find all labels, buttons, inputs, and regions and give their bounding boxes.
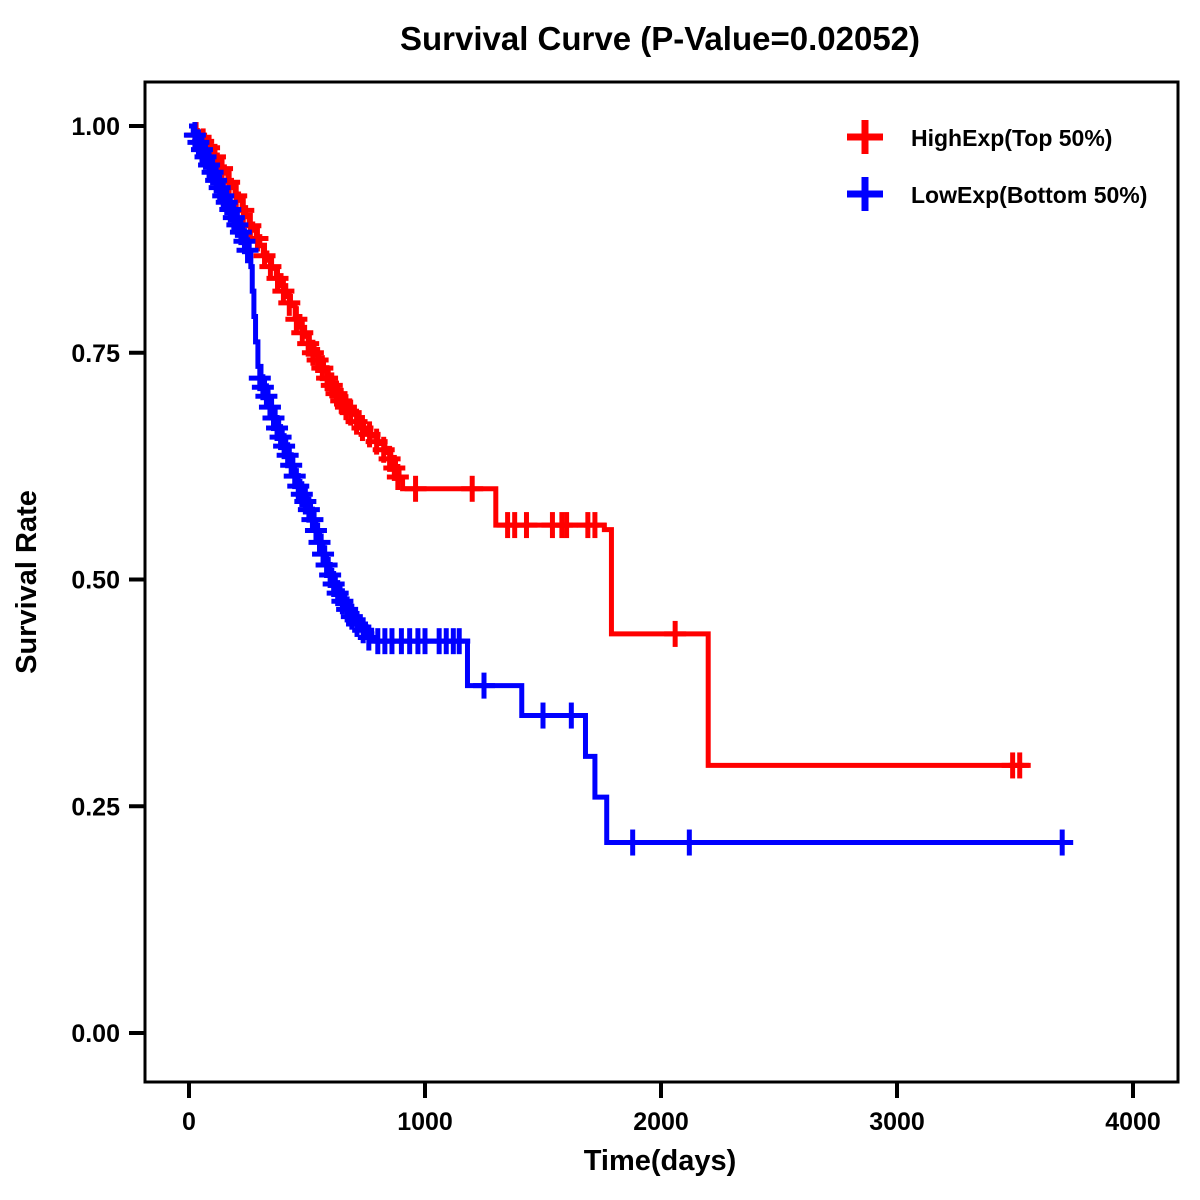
x-tick-label: 3000	[869, 1108, 925, 1136]
legend-entry[interactable]: LowExp(Bottom 50%)	[847, 177, 1147, 211]
legend-label: LowExp(Bottom 50%)	[911, 182, 1147, 208]
y-axis-ticks: 0.00 0.25 0.50 0.75 1.00	[71, 113, 145, 1048]
y-tick-label: 0.25	[71, 793, 120, 821]
x-tick-label: 0	[182, 1108, 196, 1136]
series-high-exp	[185, 122, 1031, 779]
y-axis-label: Survival Rate	[11, 490, 43, 674]
legend-entry[interactable]: HighExp(Top 50%)	[847, 120, 1112, 154]
x-tick-label: 4000	[1105, 1108, 1161, 1136]
chart-title: Survival Curve (P-Value=0.02052)	[400, 20, 920, 57]
x-axis-label: Time(days)	[584, 1145, 737, 1177]
y-tick-label: 0.75	[71, 340, 120, 368]
y-tick-label: 0.50	[71, 567, 120, 595]
legend-label: HighExp(Top 50%)	[911, 125, 1112, 151]
chart-legend: HighExp(Top 50%) LowExp(Bottom 50%)	[847, 120, 1147, 211]
x-tick-label: 1000	[397, 1108, 453, 1136]
series-low-exp	[183, 122, 1074, 856]
x-axis-ticks: 0 1000 2000 3000 4000	[182, 1082, 1161, 1136]
x-tick-label: 2000	[633, 1108, 689, 1136]
y-tick-label: 0.00	[71, 1020, 120, 1048]
y-tick-label: 1.00	[71, 113, 120, 141]
series-layer	[183, 122, 1074, 856]
